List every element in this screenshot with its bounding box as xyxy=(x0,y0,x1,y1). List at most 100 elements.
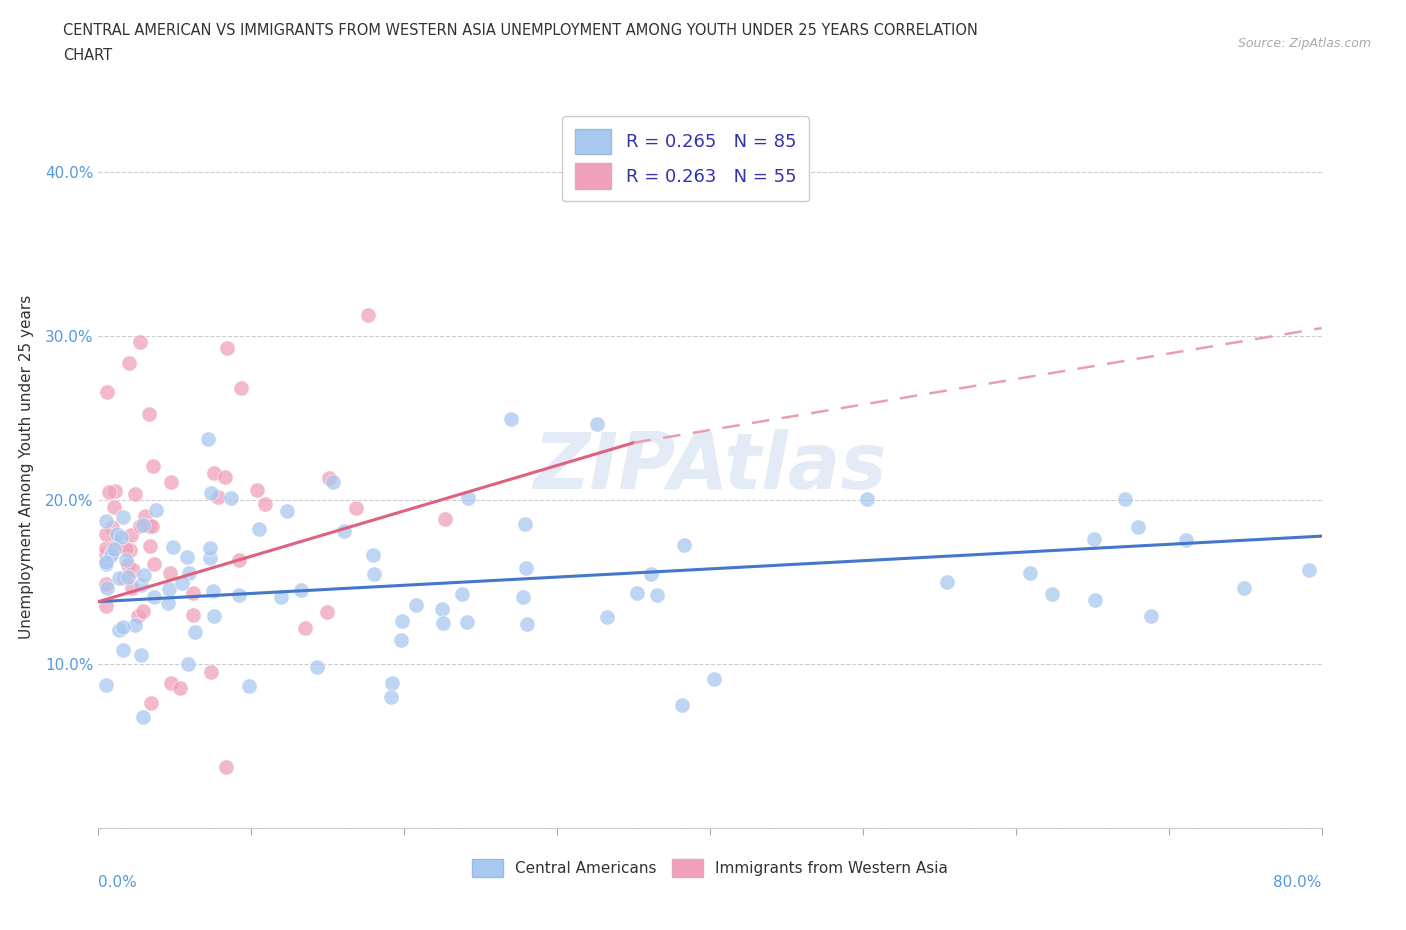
Y-axis label: Unemployment Among Youth under 25 years: Unemployment Among Youth under 25 years xyxy=(18,295,34,640)
Point xyxy=(1040,586,1063,601)
Point xyxy=(344,501,367,516)
Point xyxy=(515,561,537,576)
Text: Source: ZipAtlas.com: Source: ZipAtlas.com xyxy=(1237,37,1371,50)
Point xyxy=(134,508,156,523)
Point xyxy=(94,546,117,561)
Text: 0.0%: 0.0% xyxy=(98,874,138,890)
Point xyxy=(103,499,125,514)
Point xyxy=(170,576,193,591)
Point xyxy=(381,676,404,691)
Point xyxy=(391,614,413,629)
Point xyxy=(596,610,619,625)
Point xyxy=(112,570,135,585)
Point xyxy=(451,586,474,601)
Point xyxy=(515,516,537,531)
Point xyxy=(176,550,198,565)
Point xyxy=(290,582,312,597)
Point xyxy=(253,497,276,512)
Point xyxy=(1128,519,1150,534)
Point xyxy=(228,552,250,567)
Point xyxy=(94,599,117,614)
Point xyxy=(101,520,124,535)
Point xyxy=(129,578,152,592)
Point xyxy=(138,518,160,533)
Point xyxy=(703,671,725,686)
Point xyxy=(499,412,522,427)
Point xyxy=(159,675,181,690)
Point xyxy=(162,539,184,554)
Point xyxy=(626,586,648,601)
Point xyxy=(104,484,127,498)
Point xyxy=(389,632,412,647)
Point xyxy=(198,551,221,565)
Point xyxy=(270,590,292,604)
Text: 80.0%: 80.0% xyxy=(1274,874,1322,890)
Point xyxy=(100,546,122,561)
Point xyxy=(249,521,271,536)
Point xyxy=(645,588,668,603)
Text: ZIPAtlas: ZIPAtlas xyxy=(533,430,887,505)
Point xyxy=(141,519,163,534)
Point xyxy=(94,526,117,541)
Point xyxy=(97,485,120,499)
Point xyxy=(405,597,427,612)
Point xyxy=(129,647,152,662)
Point xyxy=(1298,563,1320,578)
Point xyxy=(110,530,132,545)
Point xyxy=(318,471,340,485)
Point xyxy=(433,512,456,526)
Point xyxy=(142,556,165,571)
Point xyxy=(94,678,117,693)
Point xyxy=(96,385,118,400)
Point xyxy=(129,335,152,350)
Point xyxy=(221,490,243,505)
Point xyxy=(228,588,250,603)
Point xyxy=(936,575,959,590)
Point xyxy=(215,759,238,774)
Point xyxy=(229,380,252,395)
Point xyxy=(103,542,125,557)
Point xyxy=(305,659,328,674)
Point xyxy=(512,589,534,604)
Point xyxy=(132,517,155,532)
Point xyxy=(200,665,222,680)
Point xyxy=(96,580,118,595)
Point xyxy=(294,620,316,635)
Point xyxy=(141,458,163,473)
Point xyxy=(1174,533,1197,548)
Point xyxy=(457,490,479,505)
Point xyxy=(112,510,135,525)
Point xyxy=(363,566,385,581)
Point xyxy=(238,678,260,693)
Point xyxy=(516,616,538,631)
Point xyxy=(197,432,219,446)
Point xyxy=(159,565,181,580)
Point xyxy=(94,540,117,555)
Point xyxy=(132,710,155,724)
Point xyxy=(184,624,207,639)
Point xyxy=(100,548,122,563)
Point xyxy=(181,607,204,622)
Point xyxy=(138,406,160,421)
Point xyxy=(157,582,180,597)
Point xyxy=(145,502,167,517)
Point xyxy=(114,552,136,567)
Point xyxy=(169,681,191,696)
Point xyxy=(120,543,142,558)
Point xyxy=(132,604,155,618)
Point xyxy=(215,340,238,355)
Text: CENTRAL AMERICAN VS IMMIGRANTS FROM WESTERN ASIA UNEMPLOYMENT AMONG YOUTH UNDER : CENTRAL AMERICAN VS IMMIGRANTS FROM WEST… xyxy=(63,23,979,38)
Point xyxy=(1140,608,1163,623)
Point xyxy=(432,616,454,631)
Point xyxy=(1233,580,1256,595)
Point xyxy=(214,470,236,485)
Point xyxy=(198,540,221,555)
Point xyxy=(94,577,117,591)
Point xyxy=(124,618,146,632)
Point xyxy=(456,615,478,630)
Point xyxy=(357,308,380,323)
Point xyxy=(117,558,139,573)
Point xyxy=(132,567,155,582)
Point xyxy=(1084,593,1107,608)
Point xyxy=(276,504,298,519)
